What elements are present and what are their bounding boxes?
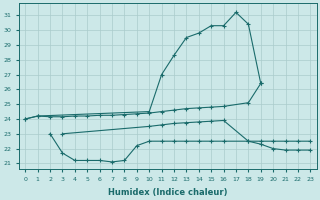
X-axis label: Humidex (Indice chaleur): Humidex (Indice chaleur) bbox=[108, 188, 228, 197]
